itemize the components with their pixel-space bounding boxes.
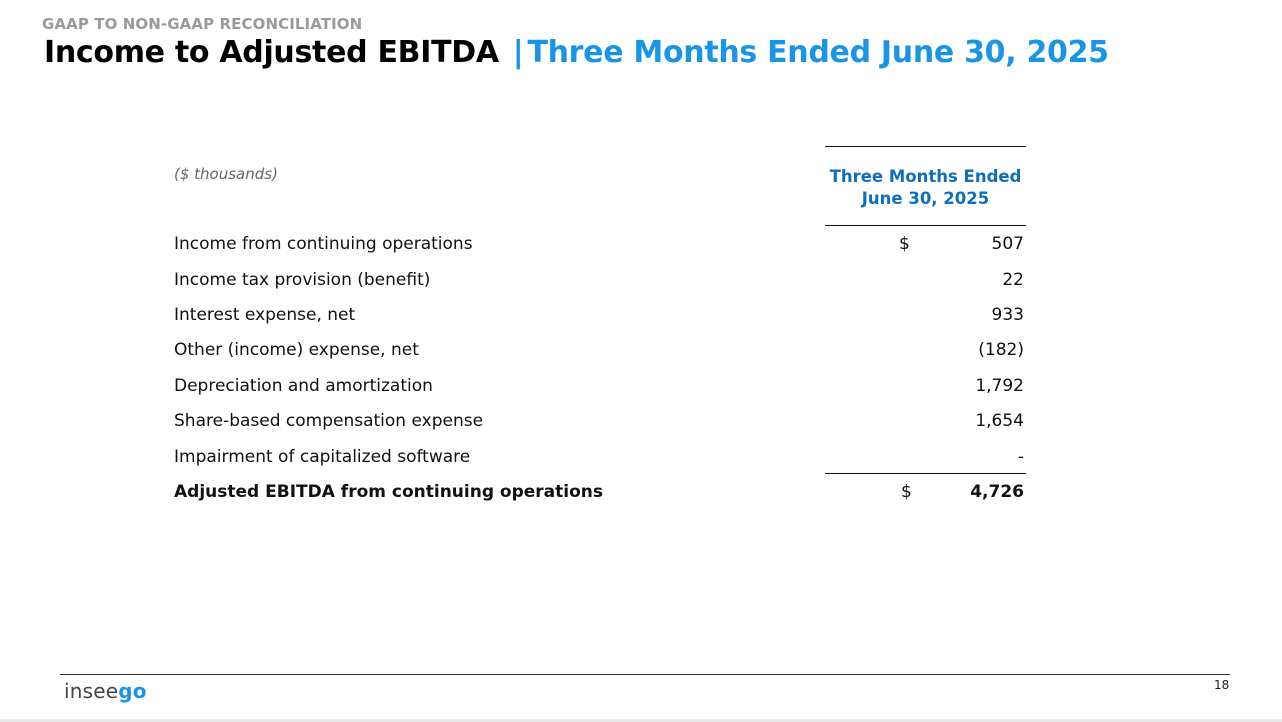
column-top-rule: [825, 146, 1026, 147]
logo-text-part2: go: [118, 679, 147, 703]
total-label: Adjusted EBITDA from continuing operatio…: [174, 482, 604, 502]
row-label: Other (income) expense, net: [174, 340, 419, 360]
section-eyebrow: GAAP TO NON-GAAP RECONCILIATION: [42, 15, 363, 33]
inseego-logo: inseego: [64, 678, 147, 704]
row-label: Income from continuing operations: [174, 234, 473, 254]
total-currency: $: [901, 482, 912, 502]
title-main: Income to Adjusted EBITDA: [44, 35, 499, 70]
units-label: ($ thousands): [174, 165, 278, 183]
column-header-line2: June 30, 2025: [861, 189, 990, 208]
row-value: 933: [991, 305, 1024, 325]
row-currency: $: [899, 234, 910, 254]
row-value: -: [1017, 447, 1024, 467]
table-row: Interest expense, net 933: [174, 302, 1026, 328]
column-header-line1: Three Months Ended: [829, 167, 1022, 186]
slide-bottom-edge: [0, 719, 1282, 722]
table-row: Impairment of capitalized software -: [174, 444, 1026, 470]
column-header: Three Months Ended June 30, 2025: [825, 166, 1026, 210]
row-value: (182): [978, 340, 1024, 360]
table-row: Income tax provision (benefit) 22: [174, 267, 1026, 293]
row-value: 507: [991, 234, 1024, 254]
row-label: Income tax provision (benefit): [174, 270, 431, 290]
row-label: Interest expense, net: [174, 305, 356, 325]
row-label: Depreciation and amortization: [174, 376, 433, 396]
row-value: 1,654: [975, 411, 1024, 431]
total-rule: [825, 473, 1026, 474]
table-row: Income from continuing operations $ 507: [174, 231, 1026, 257]
page-title: Income to Adjusted EBITDA | Three Months E…: [44, 34, 1109, 72]
page-number: 18: [1214, 678, 1230, 692]
logo-text-part1: insee: [64, 679, 119, 703]
total-value: 4,726: [970, 482, 1024, 502]
footer-rule: [60, 674, 1230, 675]
row-value: 1,792: [975, 376, 1024, 396]
table-row: Other (income) expense, net (182): [174, 337, 1026, 363]
row-label: Impairment of capitalized software: [174, 447, 471, 467]
total-row: Adjusted EBITDA from continuing operatio…: [174, 479, 1026, 505]
row-value: 22: [1002, 270, 1024, 290]
title-sub: Three Months Ended June 30, 2025: [527, 35, 1109, 70]
row-label: Share-based compensation expense: [174, 411, 484, 431]
title-separator: |: [512, 35, 524, 70]
table-row: Depreciation and amortization 1,792: [174, 373, 1026, 399]
column-header-rule: [825, 225, 1026, 226]
table-row: Share-based compensation expense 1,654: [174, 408, 1026, 434]
